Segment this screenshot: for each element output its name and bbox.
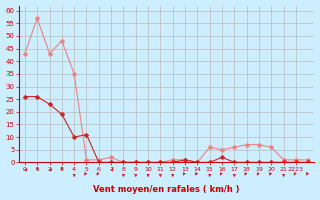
X-axis label: Vent moyen/en rafales ( km/h ): Vent moyen/en rafales ( km/h ) <box>93 185 240 194</box>
